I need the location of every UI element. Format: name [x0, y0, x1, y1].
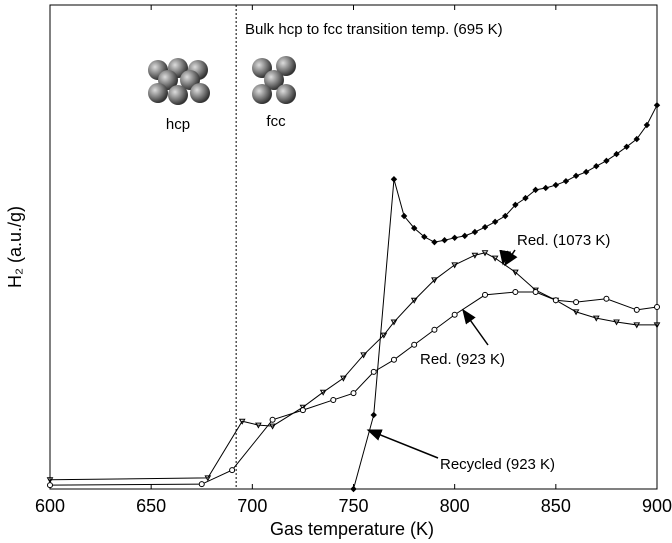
point [390, 356, 397, 363]
point [633, 306, 640, 313]
point [573, 299, 580, 306]
point [491, 255, 499, 262]
point [592, 315, 600, 322]
point [512, 201, 519, 209]
point [204, 475, 212, 482]
point [46, 477, 54, 484]
point [410, 297, 418, 304]
point [451, 262, 459, 269]
point [421, 233, 428, 241]
series-line [49, 291, 658, 486]
point [198, 481, 205, 488]
series-label: Red. (923 K) [420, 351, 505, 368]
point [633, 322, 641, 329]
point [522, 194, 529, 202]
x-tick-label: 750 [338, 496, 368, 516]
x-axis-label: Gas temperature (K) [270, 519, 434, 539]
point [512, 289, 519, 296]
point [400, 212, 408, 220]
point [653, 322, 661, 329]
x-tick-label: 700 [237, 496, 267, 516]
point [603, 295, 610, 302]
point [330, 396, 337, 403]
point [623, 143, 630, 151]
arrow [499, 249, 512, 266]
point [229, 467, 236, 474]
fcc-icon [252, 56, 296, 104]
point [390, 319, 398, 326]
point [482, 291, 489, 298]
point [269, 423, 276, 430]
structure-label: fcc [266, 113, 286, 130]
series-label: Recycled (923 K) [440, 456, 555, 473]
point [461, 232, 468, 240]
point [451, 234, 458, 242]
point [238, 418, 246, 425]
point [593, 162, 600, 170]
point [410, 224, 418, 232]
point [502, 212, 509, 220]
series-line [50, 104, 658, 490]
point [441, 237, 448, 244]
series-label: Red. (1073 K) [517, 232, 610, 249]
point [633, 135, 640, 143]
point [552, 181, 560, 189]
point [411, 341, 418, 348]
arrow [462, 308, 489, 346]
point [562, 177, 570, 185]
x-tick-label: 650 [136, 496, 166, 516]
point [431, 326, 438, 333]
point [613, 319, 620, 326]
point [269, 416, 276, 423]
x-tick-label: 600 [35, 496, 65, 516]
point [481, 250, 489, 257]
point [360, 352, 367, 359]
point [572, 172, 580, 180]
point [47, 482, 53, 489]
point [471, 252, 479, 259]
point [319, 389, 327, 396]
point [572, 309, 580, 316]
x-tick-label: 850 [541, 496, 571, 516]
point [370, 411, 377, 419]
point [481, 223, 489, 231]
point [613, 150, 620, 158]
point [299, 407, 306, 414]
point [654, 304, 660, 311]
arrow [366, 429, 439, 459]
x-tick-label: 900 [642, 496, 672, 516]
point [451, 311, 458, 318]
point [380, 332, 388, 339]
point [512, 269, 519, 276]
point [350, 390, 357, 397]
point [653, 101, 661, 109]
y-axis-label: H₂ (a.u./g) [5, 206, 25, 288]
hcp-icon [148, 58, 210, 105]
structure-label: hcp [166, 116, 190, 133]
point [532, 186, 539, 194]
point [643, 121, 651, 129]
point [471, 228, 479, 236]
point [542, 184, 549, 192]
point [582, 168, 590, 176]
point [370, 368, 377, 375]
point [340, 375, 347, 382]
series-line [49, 252, 657, 481]
point [552, 297, 559, 304]
point [603, 157, 610, 165]
point [255, 422, 262, 429]
point [390, 176, 398, 183]
point [350, 485, 357, 493]
arrow [504, 249, 518, 267]
x-tick-label: 800 [440, 496, 470, 516]
point [431, 238, 438, 246]
point [431, 277, 438, 284]
point [532, 289, 539, 296]
point [491, 218, 499, 226]
annotation: Bulk hcp to fcc transition temp. (695 K) [245, 21, 503, 38]
